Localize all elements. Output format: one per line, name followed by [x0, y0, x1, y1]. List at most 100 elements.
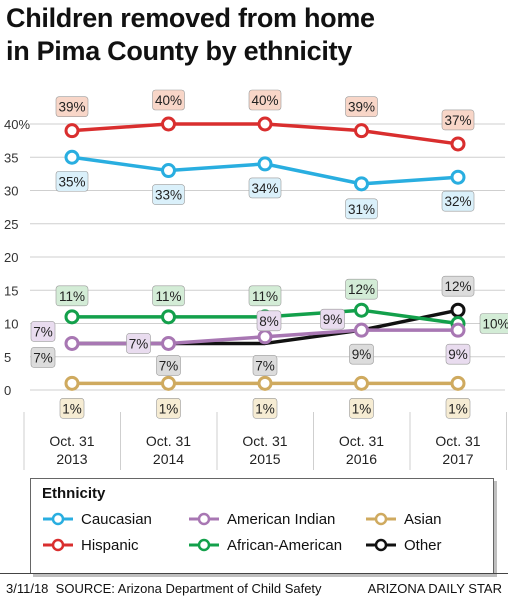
y-tick-label: 40% [4, 117, 30, 132]
data-labels: 35% 33% 34% 31% 32% 39% 40% 40% 39% 37% 7% 7% 8% 9% 9%… [30, 89, 508, 419]
y-tick-label: 15 [4, 283, 18, 298]
data-label-american-indian: 8% [256, 310, 282, 332]
footer-date: 3/11/18 [6, 581, 49, 596]
svg-text:1%: 1% [62, 401, 82, 416]
y-tick-label: 30 [4, 184, 18, 199]
data-point-hispanic [64, 123, 80, 139]
data-label-caucasian: 31% [345, 198, 378, 220]
legend-swatch-hispanic [43, 538, 73, 552]
y-tick-label: 5 [4, 350, 11, 365]
svg-text:12%: 12% [444, 279, 471, 294]
data-label-african-american: 10% [479, 313, 508, 334]
x-axis-tick-labels: Oct. 31 2013 Oct. 31 2014 Oct. 31 2015 Oct. 31… [49, 433, 480, 467]
data-point-african-american [64, 309, 80, 325]
data-label-african-american: 11% [152, 285, 185, 307]
data-label-caucasian: 33% [152, 184, 185, 205]
svg-text:9%: 9% [448, 347, 468, 362]
data-point-asian [450, 375, 466, 391]
data-point-american-indian [354, 322, 369, 338]
data-point-caucasian [64, 149, 80, 165]
svg-text:31%: 31% [348, 202, 375, 217]
legend-title: Ethnicity [42, 485, 106, 502]
svg-text:11%: 11% [252, 289, 278, 304]
chart-title-line-2: in Pima County by ethnicity [6, 36, 352, 66]
legend: Ethnicity Caucasian American Indian Asian H… [30, 478, 494, 574]
data-label-asian: 1% [59, 398, 85, 419]
data-label-other: 7% [30, 347, 56, 368]
data-point-caucasian [161, 163, 176, 179]
data-label-other: 12% [441, 275, 475, 297]
legend-label: Other [404, 536, 442, 554]
footer-divider [0, 573, 508, 574]
data-label-caucasian: 34% [248, 177, 282, 199]
data-point-hispanic [450, 136, 466, 152]
data-point-caucasian [257, 156, 273, 172]
data-label-hispanic: 39% [55, 96, 89, 117]
svg-text:37%: 37% [444, 113, 471, 128]
svg-text:11%: 11% [59, 289, 85, 304]
legend-item-african-american: African-American [189, 535, 342, 555]
x-tick-label: Oct. 31 2013 [49, 433, 94, 467]
svg-text:34%: 34% [251, 181, 278, 196]
svg-text:7%: 7% [159, 358, 179, 373]
svg-text:10%: 10% [482, 317, 508, 332]
data-label-other: 9% [349, 343, 374, 365]
y-tick-label: 25 [4, 217, 18, 232]
legend-swatch-american-indian [189, 512, 219, 526]
data-label-hispanic: 40% [248, 89, 282, 111]
data-label-hispanic: 39% [345, 96, 378, 117]
data-point-hispanic [257, 116, 273, 132]
data-point-other [450, 302, 466, 318]
data-label-hispanic: 40% [152, 89, 185, 111]
svg-text:35%: 35% [58, 174, 85, 189]
y-axis-tick-labels: 0 5 10 15 20 25 30 35 40% [4, 117, 30, 398]
legend-swatch-asian [366, 512, 396, 526]
x-tick-label: Oct. 31 2017 [435, 433, 480, 467]
svg-text:40%: 40% [155, 93, 182, 108]
data-point-african-american [354, 302, 369, 318]
data-label-american-indian: 7% [126, 333, 151, 354]
svg-text:40%: 40% [251, 93, 278, 108]
svg-text:7%: 7% [33, 350, 53, 365]
legend-label: Hispanic [81, 536, 139, 554]
svg-text:9%: 9% [323, 312, 343, 327]
data-point-american-indian [257, 329, 273, 345]
y-tick-label: 0 [4, 383, 11, 398]
y-tick-label: 35 [4, 150, 18, 165]
data-label-caucasian: 35% [55, 170, 89, 192]
data-label-caucasian: 32% [441, 190, 475, 212]
svg-text:1%: 1% [159, 401, 179, 416]
svg-text:7%: 7% [129, 336, 149, 351]
legend-item-asian: Asian [366, 509, 442, 529]
legend-swatch-other [366, 538, 396, 552]
footer-publisher: ARIZONA DAILY STAR [367, 581, 502, 596]
svg-text:39%: 39% [58, 100, 85, 115]
svg-text:9%: 9% [352, 347, 372, 362]
data-point-hispanic [161, 116, 176, 132]
y-tick-label: 10 [4, 317, 18, 332]
data-label-asian: 1% [252, 398, 278, 419]
svg-text:11%: 11% [155, 289, 181, 304]
data-label-african-american: 12% [345, 278, 378, 300]
legend-label: African-American [227, 536, 343, 554]
data-point-caucasian [450, 169, 466, 185]
svg-text:1%: 1% [352, 401, 372, 416]
series-lines [64, 116, 466, 391]
chart-title: Children removed from home in Pima Count… [6, 2, 375, 68]
data-point-american-indian [450, 322, 466, 338]
legend-label: Caucasian [81, 510, 152, 528]
data-label-african-american: 11% [55, 285, 89, 307]
data-point-hispanic [354, 123, 369, 139]
y-tick-label: 20 [4, 250, 18, 265]
svg-text:7%: 7% [255, 358, 275, 373]
data-point-african-american [161, 309, 176, 325]
data-label-african-american: 11% [248, 285, 282, 307]
legend-item-caucasian: Caucasian [43, 509, 152, 529]
x-tick-label: Oct. 31 2015 [242, 433, 287, 467]
data-point-asian [64, 375, 80, 391]
svg-text:39%: 39% [348, 100, 375, 115]
data-point-asian [354, 375, 369, 391]
legend-item-hispanic: Hispanic [43, 535, 139, 555]
legend-label: American Indian [227, 510, 336, 528]
